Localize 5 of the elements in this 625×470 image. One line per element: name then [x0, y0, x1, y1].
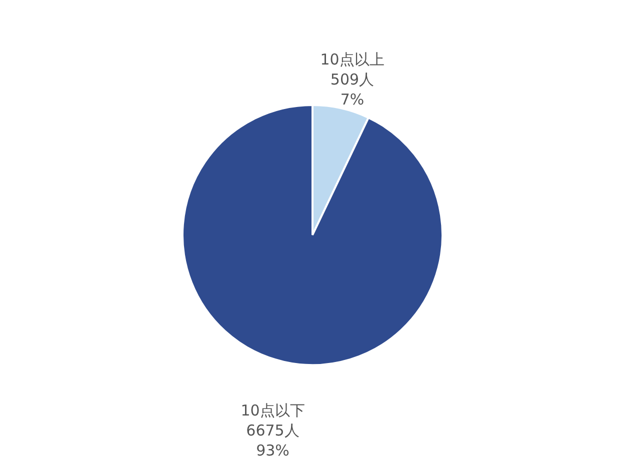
data-label: 6675人 93% — [246, 422, 300, 460]
slice-label: 10点以上 — [320, 50, 384, 68]
data-label: 509人 7% — [330, 70, 374, 108]
slice-label: 10点以下 — [240, 402, 305, 420]
pie-slice — [182, 104, 444, 366]
